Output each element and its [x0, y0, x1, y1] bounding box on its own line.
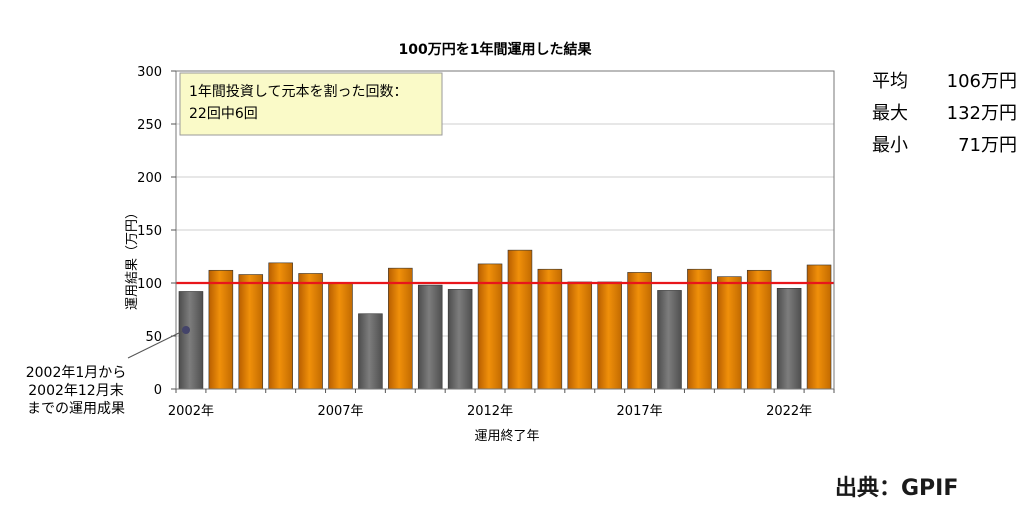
- bar-2004年: [238, 274, 264, 390]
- bars: [176, 249, 834, 390]
- x-tick-label: 2012年: [467, 404, 513, 419]
- chart-title: 100万円を1年間運用した結果: [399, 41, 593, 58]
- annotation-line-3: までの運用成果: [27, 401, 125, 417]
- x-tick-label: 2007年: [317, 404, 363, 419]
- bar-2011年: [447, 289, 473, 390]
- bar-2021年: [746, 269, 772, 390]
- bar-2008年: [358, 313, 383, 390]
- stat-max: 最大 132万円: [872, 98, 1017, 130]
- note-box: 1年間投資して元本を割った回数： 22回中6回: [179, 72, 443, 136]
- bar-2014年: [537, 268, 563, 390]
- bar-2020年: [717, 276, 742, 390]
- y-tick-label: 150: [137, 224, 162, 239]
- annotation-line-1: 2002年1月から: [26, 365, 127, 381]
- annotation-line-2: 2002年12月末: [28, 383, 123, 399]
- bar-2013年: [507, 249, 533, 390]
- stat-min-label: 最小: [872, 135, 908, 156]
- summary-stats: 平均 106万円 最大 132万円 最小 71万円: [872, 66, 1017, 162]
- stat-average-value: 106万円: [946, 71, 1017, 92]
- stat-average: 平均 106万円: [872, 66, 1017, 98]
- annotation-marker: [182, 326, 190, 334]
- bar-2006年: [298, 273, 323, 390]
- stat-max-label: 最大: [872, 103, 908, 124]
- x-axis-label: 運用終了年: [474, 428, 539, 444]
- bar-2018年: [657, 290, 682, 390]
- bar-2003年: [208, 269, 234, 390]
- y-tick-label: 250: [137, 118, 162, 133]
- x-tick-label: 2002年: [168, 404, 214, 419]
- bar-2016年: [597, 281, 622, 390]
- bar-2009年: [388, 267, 413, 390]
- y-tick-label: 300: [137, 65, 162, 80]
- bar-2015年: [567, 281, 593, 390]
- bar-2007年: [328, 282, 353, 390]
- first-bar-annotation: 2002年1月から 2002年12月末 までの運用成果: [26, 326, 190, 417]
- y-tick-label: 0: [154, 383, 162, 398]
- bar-2010年: [417, 284, 443, 390]
- y-tick-label: 200: [137, 171, 162, 186]
- stat-max-value: 132万円: [946, 103, 1017, 124]
- bar-2019年: [687, 268, 712, 390]
- bar-2002年: [178, 291, 204, 390]
- source-credit: 出典：GPIF: [835, 476, 959, 501]
- note-line-2: 22回中6回: [189, 106, 258, 122]
- y-tick-label: 50: [145, 330, 162, 345]
- y-tick-label: 100: [137, 277, 162, 292]
- x-tick-label: 2017年: [617, 404, 663, 419]
- stat-average-label: 平均: [872, 71, 908, 92]
- axes: 0 50 100 150 200 250 300 2002年 2007年 2012年 2017年 20…: [137, 65, 835, 419]
- annotation-leader-line: [127, 329, 186, 359]
- bar-2017年: [627, 272, 652, 390]
- note-line-1: 1年間投資して元本を割った回数：: [189, 83, 408, 100]
- x-tick-label: 2022年: [766, 404, 812, 419]
- stat-min: 最小 71万円: [872, 130, 1017, 162]
- y-axis-label: 運用結果（万円）: [125, 206, 140, 310]
- bar-2005年: [268, 262, 293, 390]
- stat-min-value: 71万円: [958, 135, 1017, 156]
- note-box-background: [179, 72, 443, 136]
- bar-2022年: [776, 287, 802, 390]
